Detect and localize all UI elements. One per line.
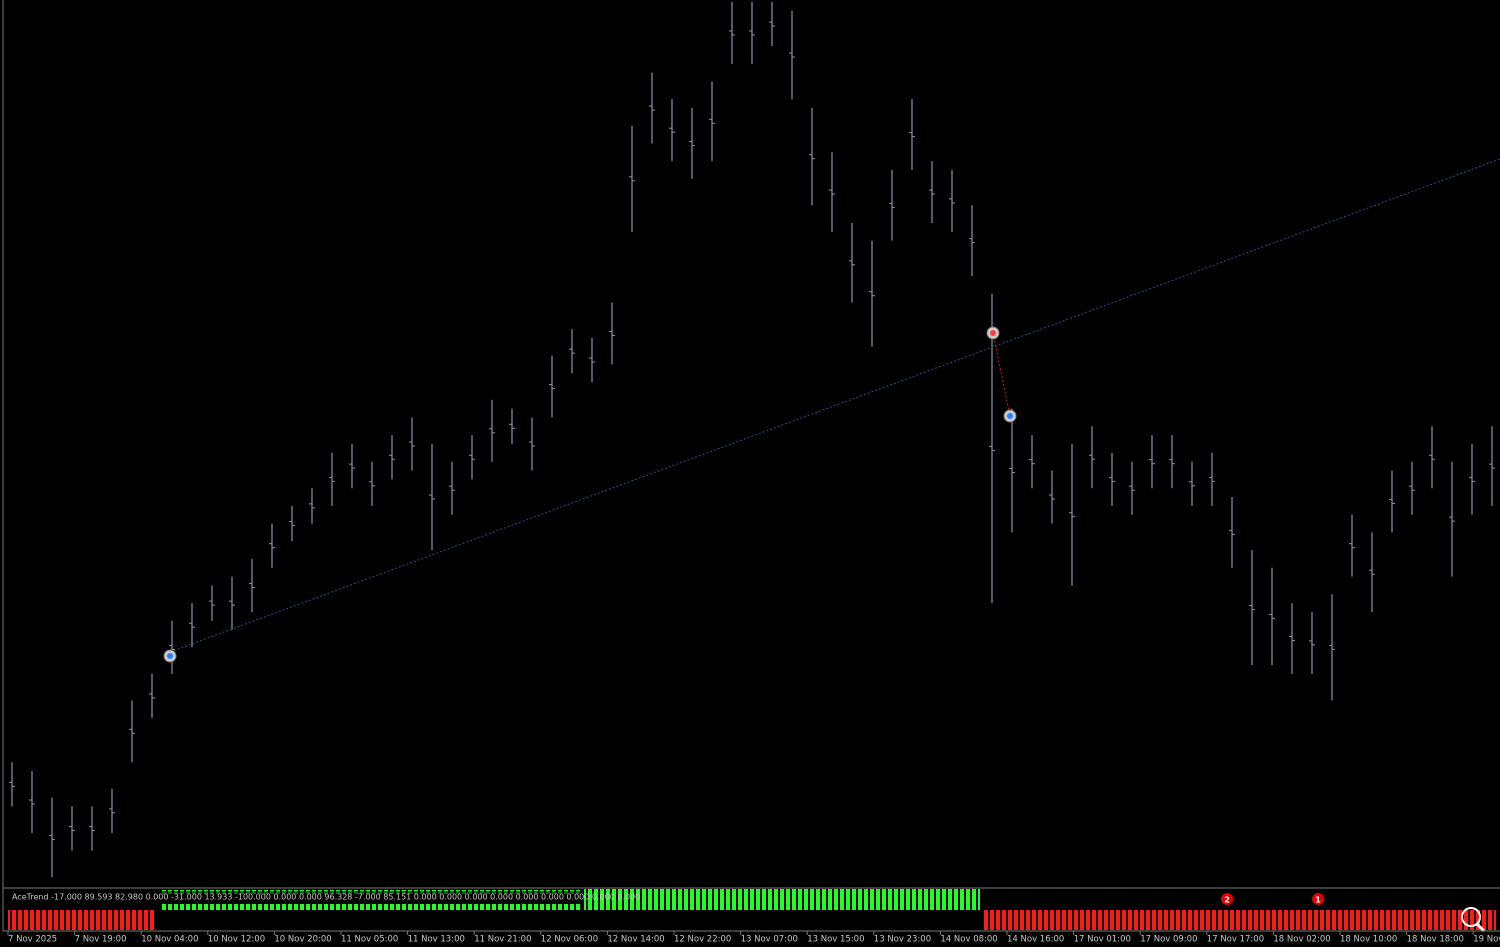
signal-badge [1312, 893, 1324, 905]
time-label: 17 Nov 17:00 [1207, 935, 1264, 945]
time-label: 18 Nov 02:00 [1273, 935, 1330, 945]
indicator-label-bg [8, 891, 580, 903]
trendline[interactable] [169, 158, 1500, 653]
signal-badge-text: 1 [1315, 896, 1321, 905]
time-label: 14 Nov 08:00 [940, 935, 997, 945]
indicator-bars-green-thin [160, 904, 580, 910]
time-label: 19 Nov 0 [1473, 935, 1500, 945]
time-label: 17 Nov 01:00 [1074, 935, 1131, 945]
indicator-label: AceTrend -17.000 89.593 82.980 0.000 -31… [12, 893, 640, 902]
time-label: 18 Nov 18:00 [1407, 935, 1464, 945]
indicator-bars-green [584, 889, 980, 910]
time-label: 12 Nov 06:00 [541, 935, 598, 945]
sell-marker-dot [990, 330, 996, 336]
time-label: 18 Nov 10:00 [1340, 935, 1397, 945]
time-label: 17 Nov 09:00 [1140, 935, 1197, 945]
signal-badge-text: 2 [1224, 896, 1230, 905]
time-label: 11 Nov 05:00 [341, 935, 398, 945]
time-label: 13 Nov 15:00 [807, 935, 864, 945]
price-bars [9, 2, 1495, 878]
time-label: 11 Nov 21:00 [474, 935, 531, 945]
time-label: 12 Nov 22:00 [674, 935, 731, 945]
time-label: 13 Nov 23:00 [874, 935, 931, 945]
indicator-bars-red [8, 910, 156, 930]
time-label: 13 Nov 07:00 [741, 935, 798, 945]
time-label: 14 Nov 16:00 [1007, 935, 1064, 945]
time-label: 7 Nov 2025 [8, 935, 57, 945]
zoom-button[interactable] [1461, 907, 1481, 927]
time-label: 10 Nov 12:00 [208, 935, 265, 945]
buy-marker-dot [167, 653, 173, 659]
close-marker-dot [1007, 413, 1013, 419]
zoom-button-handle [1475, 922, 1486, 933]
indicator-bars-red [984, 910, 1496, 930]
time-label: 10 Nov 04:00 [141, 935, 198, 945]
time-label: 10 Nov 20:00 [274, 935, 331, 945]
time-label: 11 Nov 13:00 [408, 935, 465, 945]
time-axis: 7 Nov 2025 7 Nov 19:00 10 Nov 04:00 10 Nov … [7, 931, 1500, 945]
time-label: 12 Nov 14:00 [607, 935, 664, 945]
signal-badge [1221, 893, 1233, 905]
time-label: 7 Nov 19:00 [75, 935, 127, 945]
